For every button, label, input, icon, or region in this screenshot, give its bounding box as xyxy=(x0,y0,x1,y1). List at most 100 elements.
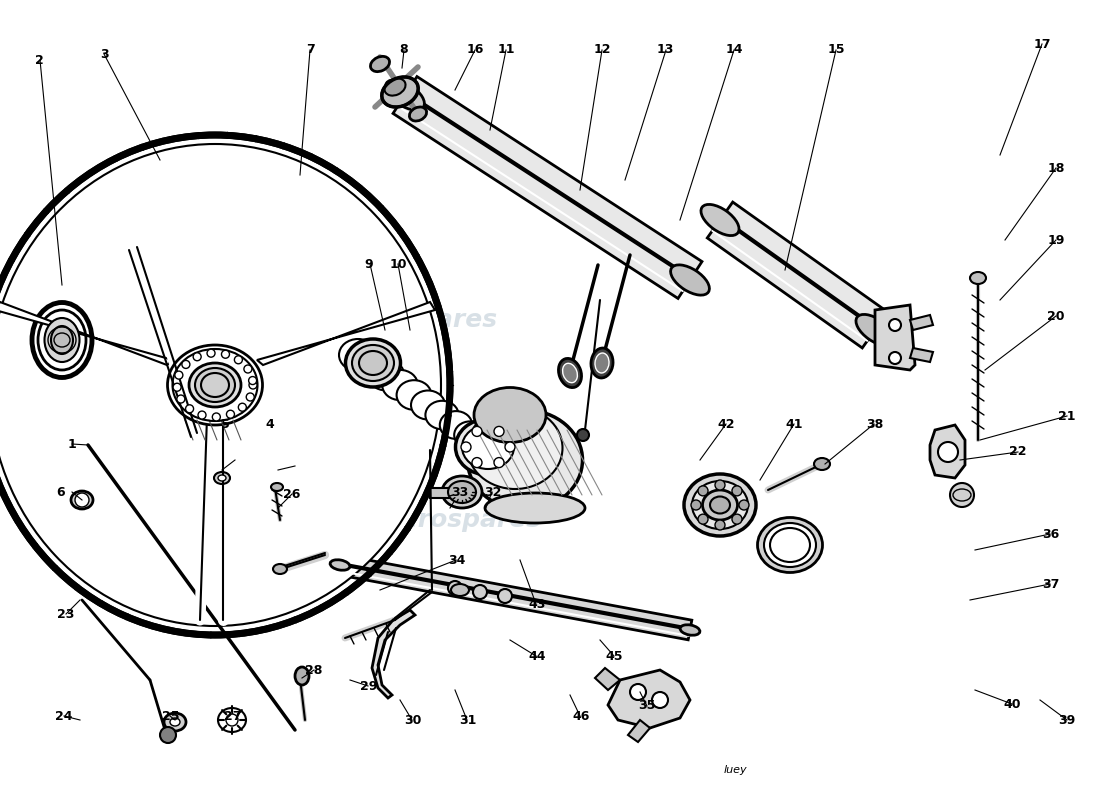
Polygon shape xyxy=(707,202,888,348)
Text: 30: 30 xyxy=(404,714,421,726)
Text: eurospares: eurospares xyxy=(383,508,541,532)
Text: 35: 35 xyxy=(638,699,656,712)
Circle shape xyxy=(494,458,504,467)
Polygon shape xyxy=(372,610,415,698)
Text: 25: 25 xyxy=(162,710,179,722)
Circle shape xyxy=(244,365,252,373)
Polygon shape xyxy=(608,670,690,728)
Ellipse shape xyxy=(856,314,894,346)
Text: 39: 39 xyxy=(1058,714,1076,726)
Text: 34: 34 xyxy=(448,554,465,566)
Text: 46: 46 xyxy=(572,710,590,722)
Text: 16: 16 xyxy=(466,43,484,56)
Ellipse shape xyxy=(218,475,226,481)
Ellipse shape xyxy=(339,339,377,371)
Ellipse shape xyxy=(764,523,816,567)
Polygon shape xyxy=(930,425,965,478)
Ellipse shape xyxy=(386,80,425,110)
Ellipse shape xyxy=(485,493,585,523)
Circle shape xyxy=(472,458,482,467)
Polygon shape xyxy=(595,668,620,690)
Text: 26: 26 xyxy=(283,488,300,501)
Ellipse shape xyxy=(397,380,431,410)
Circle shape xyxy=(473,585,487,599)
Circle shape xyxy=(889,352,901,364)
Ellipse shape xyxy=(814,458,830,470)
Circle shape xyxy=(461,442,471,452)
Circle shape xyxy=(691,500,701,510)
Circle shape xyxy=(448,581,462,595)
Circle shape xyxy=(715,480,725,490)
Ellipse shape xyxy=(189,363,241,407)
Circle shape xyxy=(938,442,958,462)
Ellipse shape xyxy=(170,718,180,726)
Polygon shape xyxy=(430,488,456,498)
Ellipse shape xyxy=(51,326,73,354)
Text: 20: 20 xyxy=(1047,310,1065,322)
Circle shape xyxy=(182,361,190,369)
Ellipse shape xyxy=(469,432,499,458)
Polygon shape xyxy=(257,302,434,365)
Text: 28: 28 xyxy=(305,664,322,677)
Text: 33: 33 xyxy=(451,486,469,498)
Text: 31: 31 xyxy=(459,714,476,726)
Text: 8: 8 xyxy=(399,43,408,56)
Text: 43: 43 xyxy=(528,598,546,610)
Text: 14: 14 xyxy=(726,43,744,56)
Text: 42: 42 xyxy=(717,418,735,430)
Ellipse shape xyxy=(385,78,406,96)
Ellipse shape xyxy=(353,350,390,381)
Circle shape xyxy=(246,393,254,401)
Ellipse shape xyxy=(195,368,235,402)
Ellipse shape xyxy=(462,425,514,469)
Text: luey: luey xyxy=(723,765,747,775)
Polygon shape xyxy=(338,555,692,640)
Text: 11: 11 xyxy=(497,43,515,56)
Text: 40: 40 xyxy=(1003,698,1021,710)
Circle shape xyxy=(249,381,257,389)
Circle shape xyxy=(494,426,504,437)
Circle shape xyxy=(739,500,749,510)
Circle shape xyxy=(889,319,901,331)
Text: 45: 45 xyxy=(605,650,623,662)
Ellipse shape xyxy=(451,584,469,596)
Polygon shape xyxy=(910,348,933,362)
Circle shape xyxy=(652,692,668,708)
Ellipse shape xyxy=(367,360,404,390)
Circle shape xyxy=(950,483,974,507)
Circle shape xyxy=(732,486,742,496)
Ellipse shape xyxy=(440,411,472,439)
Ellipse shape xyxy=(411,390,446,419)
Ellipse shape xyxy=(271,483,283,491)
Circle shape xyxy=(175,371,183,379)
Ellipse shape xyxy=(32,302,92,378)
Text: 41: 41 xyxy=(785,418,803,430)
Ellipse shape xyxy=(39,310,86,370)
Ellipse shape xyxy=(0,144,441,626)
Ellipse shape xyxy=(454,422,486,449)
Ellipse shape xyxy=(72,491,94,509)
Text: 38: 38 xyxy=(866,418,883,430)
Text: 32: 32 xyxy=(484,486,502,498)
Ellipse shape xyxy=(562,363,578,382)
Circle shape xyxy=(732,514,742,524)
Circle shape xyxy=(698,514,708,524)
Ellipse shape xyxy=(273,564,287,574)
Circle shape xyxy=(198,411,206,419)
Text: 17: 17 xyxy=(1034,38,1052,50)
Circle shape xyxy=(239,403,246,411)
Circle shape xyxy=(186,405,194,413)
Text: 37: 37 xyxy=(1042,578,1059,590)
Circle shape xyxy=(160,727,176,743)
Circle shape xyxy=(472,426,482,437)
Text: 3: 3 xyxy=(100,48,109,61)
Ellipse shape xyxy=(345,339,400,387)
Circle shape xyxy=(173,383,182,391)
Ellipse shape xyxy=(680,625,700,635)
Ellipse shape xyxy=(0,135,450,635)
Text: 36: 36 xyxy=(1042,528,1059,541)
Text: eurospares: eurospares xyxy=(339,308,497,332)
Text: 22: 22 xyxy=(1009,446,1026,458)
Text: 18: 18 xyxy=(1047,162,1065,174)
Ellipse shape xyxy=(595,353,609,373)
